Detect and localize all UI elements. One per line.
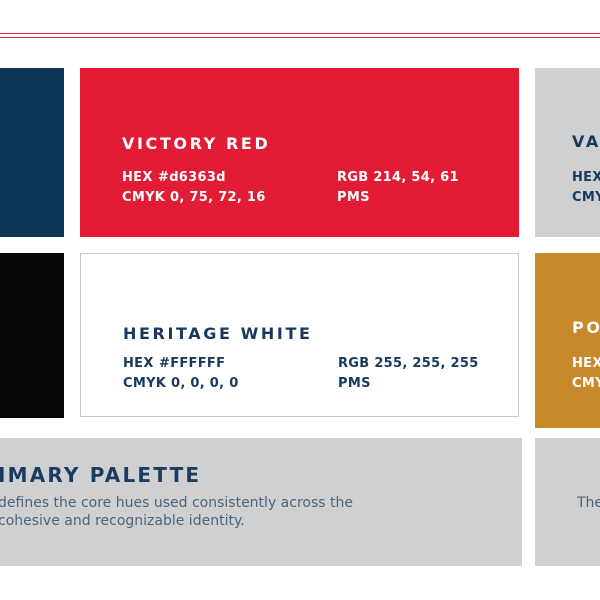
gold-card-cmyk: CMY xyxy=(572,376,600,391)
top-divider-rule xyxy=(0,33,600,38)
heritage-white-card: HERITAGE WHITE HEX #FFFFFF CMYK 0, 0, 0, … xyxy=(80,253,519,417)
primary-palette-description-line1: defines the core hues used consistently … xyxy=(0,495,353,511)
hex-value: #FFFFFF xyxy=(159,356,226,371)
primary-palette-heading: IMARY PALETTE xyxy=(0,463,202,487)
gold-card-title: PO xyxy=(572,318,600,337)
victory-red-pms: PMS xyxy=(337,190,370,205)
victory-red-cmyk: CMYK 0, 75, 72, 16 xyxy=(122,190,266,205)
heritage-white-hex: HEX #FFFFFF xyxy=(123,356,225,371)
gold-card-hex: HEX xyxy=(572,356,600,371)
silver-card-title: VA xyxy=(572,132,600,151)
silver-card-partial: VA HEX CMY xyxy=(535,68,600,237)
heritage-white-cmyk: CMYK 0, 0, 0, 0 xyxy=(123,376,239,391)
secondary-section-text: The xyxy=(577,495,600,511)
victory-red-title: VICTORY RED xyxy=(122,134,271,153)
silver-card-cmyk: CMY xyxy=(572,190,600,205)
black-color-swatch xyxy=(0,253,64,418)
gold-card-partial: PO HEX CMY xyxy=(535,253,600,428)
victory-red-hex: HEX #d6363d xyxy=(122,170,226,185)
primary-palette-panel: IMARY PALETTE defines the core hues used… xyxy=(0,438,522,566)
heritage-white-title: HERITAGE WHITE xyxy=(123,324,313,343)
hex-label: HEX xyxy=(123,356,154,371)
hex-value: #d6363d xyxy=(158,170,226,185)
hex-label: HEX xyxy=(122,170,153,185)
victory-red-card: VICTORY RED HEX #d6363d CMYK 0, 75, 72, 1… xyxy=(80,68,519,237)
heritage-white-rgb: RGB 255, 255, 255 xyxy=(338,356,479,371)
primary-palette-description-line2: cohesive and recognizable identity. xyxy=(0,513,245,529)
secondary-section-panel: The xyxy=(535,438,600,566)
silver-card-hex: HEX xyxy=(572,170,600,185)
victory-red-rgb: RGB 214, 54, 61 xyxy=(337,170,459,185)
navy-color-swatch xyxy=(0,68,64,237)
heritage-white-pms: PMS xyxy=(338,376,371,391)
